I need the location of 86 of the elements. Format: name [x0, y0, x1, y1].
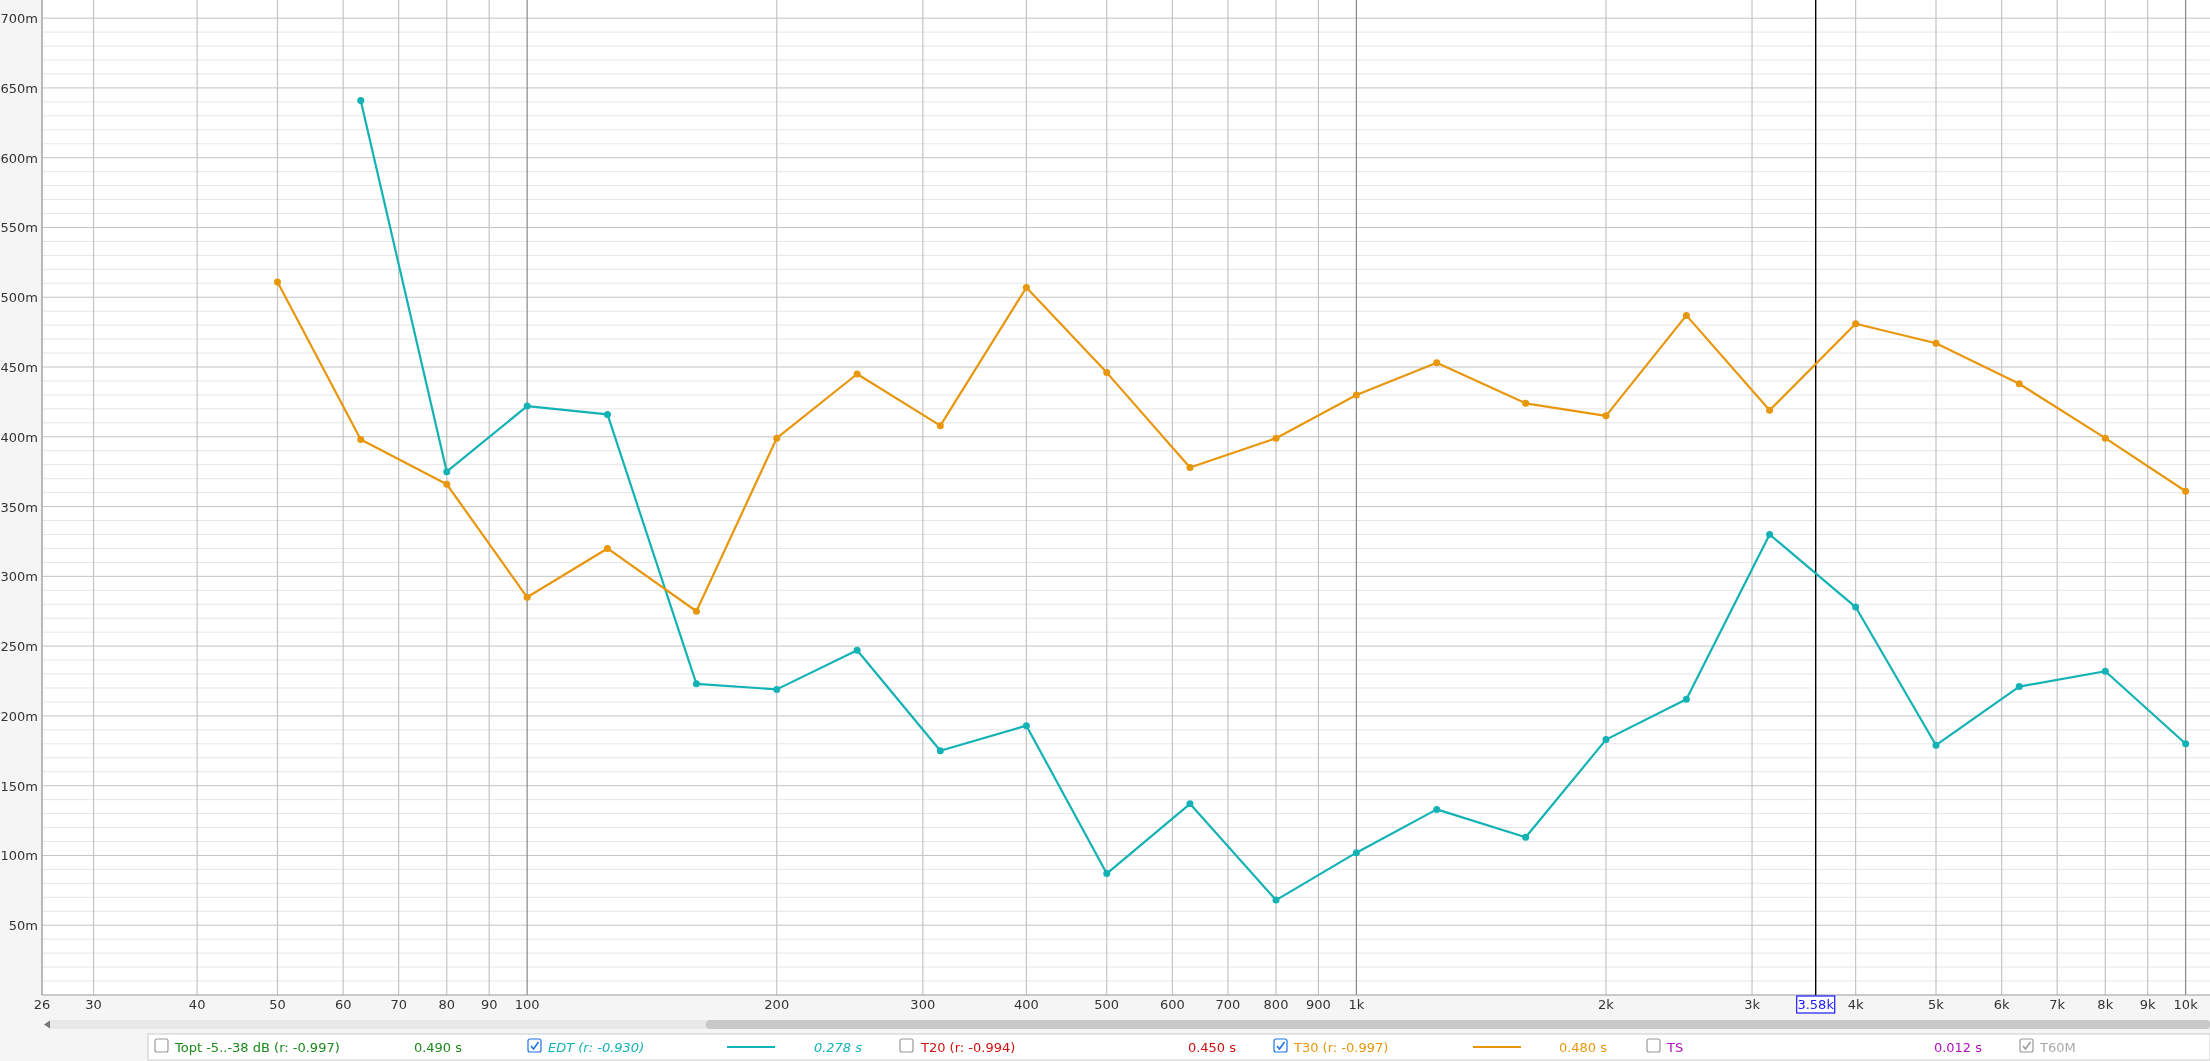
text: T60M [2039, 1040, 2076, 1055]
y-tick-label: 200m [0, 708, 38, 724]
point [274, 278, 281, 286]
y-tick-label: 50m [8, 918, 38, 934]
x-tick-label: 30 [85, 997, 102, 1012]
point [773, 434, 781, 442]
point [1352, 849, 1360, 857]
text: TS [1666, 1040, 1684, 1055]
point [1766, 406, 1774, 414]
point [1682, 311, 1690, 319]
x-tick-label: 60 [334, 997, 352, 1012]
point [2182, 740, 2190, 748]
point [1932, 741, 1940, 749]
point [1022, 283, 1030, 291]
x-tick-label: 8k [2097, 997, 2114, 1012]
text: T30 (r: -0.997) [1293, 1040, 1389, 1055]
point [1766, 530, 1774, 538]
text: Topt -5..-38 dB (r: -0.997) [174, 1040, 340, 1055]
text: 0.450 s [1187, 1040, 1237, 1055]
x-tick-label: 9k [2139, 997, 2157, 1012]
point [1433, 805, 1441, 813]
point [1022, 722, 1030, 730]
x-tick-label: 1k [1348, 997, 1365, 1012]
x-tick-label: 600 [1160, 997, 1185, 1012]
point [1103, 870, 1111, 878]
text: 0.490 s [413, 1040, 463, 1055]
text: EDT (r: -0.930) [548, 1040, 645, 1055]
x-tick-label: 5k [1928, 997, 1945, 1012]
point [1352, 391, 1360, 399]
x-tick-label: 10k [2173, 997, 2199, 1012]
point [853, 646, 861, 654]
point [1103, 369, 1111, 377]
point [1932, 339, 1940, 347]
x-tick-label: 900 [1306, 997, 1331, 1012]
point [2015, 683, 2023, 691]
text: T20 (r: -0.994) [920, 1040, 1016, 1055]
x-tick-label: 800 [1263, 997, 1289, 1012]
y-tick-label: 700m [0, 11, 38, 27]
x-tick-label: 300 [910, 997, 936, 1012]
x-tick-label: 50 [269, 997, 286, 1012]
x-tick-label: 3k [1744, 997, 1761, 1012]
y-tick-label: 100m [0, 848, 38, 864]
x-tick-label: 40 [188, 997, 206, 1012]
x-tick-label: 100 [514, 997, 540, 1012]
x-tick-label: 80 [438, 997, 456, 1012]
y-tick-label: 150m [0, 778, 38, 794]
point [1682, 695, 1690, 703]
x-tick-label: 400 [1013, 997, 1039, 1012]
point [1186, 800, 1194, 808]
y-tick-label: 250m [0, 639, 38, 655]
point [1186, 464, 1194, 471]
x-tick-label: 4k [1847, 997, 1865, 1012]
y-tick-label: 500m [0, 290, 38, 306]
point [357, 436, 365, 444]
text: 0.278 s [813, 1040, 863, 1055]
y-tick-label: 450m [0, 360, 38, 376]
point [523, 402, 531, 410]
y-tick-label: 600m [0, 150, 38, 166]
text: 0.012 s [1933, 1040, 1983, 1055]
point [853, 370, 861, 378]
y-tick-label: 300m [0, 569, 38, 585]
x-tick-label: 70 [390, 997, 407, 1012]
x-tick-label: 700 [1215, 997, 1241, 1012]
y-tick-label: 350m [0, 499, 38, 515]
point [2182, 487, 2190, 495]
y-tick-label: 400m [0, 429, 38, 445]
y-tick-label: 550m [0, 220, 38, 236]
point [523, 593, 531, 601]
text: 0.480 s [1558, 1040, 1608, 1055]
point [1602, 412, 1610, 420]
point [773, 685, 781, 693]
x-tick-label: 6k [1993, 997, 2011, 1012]
x-tick-label: 26 [33, 997, 51, 1012]
point [1602, 736, 1610, 744]
x-tick-label: 500 [1094, 997, 1120, 1012]
ref-line-label: 3.58k [1797, 997, 1835, 1012]
x-tick-label: 200 [764, 997, 790, 1012]
x-tick-label: 2k [1598, 997, 1615, 1012]
point [936, 422, 944, 430]
x-tick-label: 90 [480, 997, 498, 1012]
point [357, 96, 365, 104]
point [2015, 380, 2023, 388]
y-tick-label: 650m [0, 80, 38, 96]
x-tick-label: 7k [2049, 997, 2066, 1012]
point [1433, 359, 1441, 367]
point [936, 747, 944, 755]
